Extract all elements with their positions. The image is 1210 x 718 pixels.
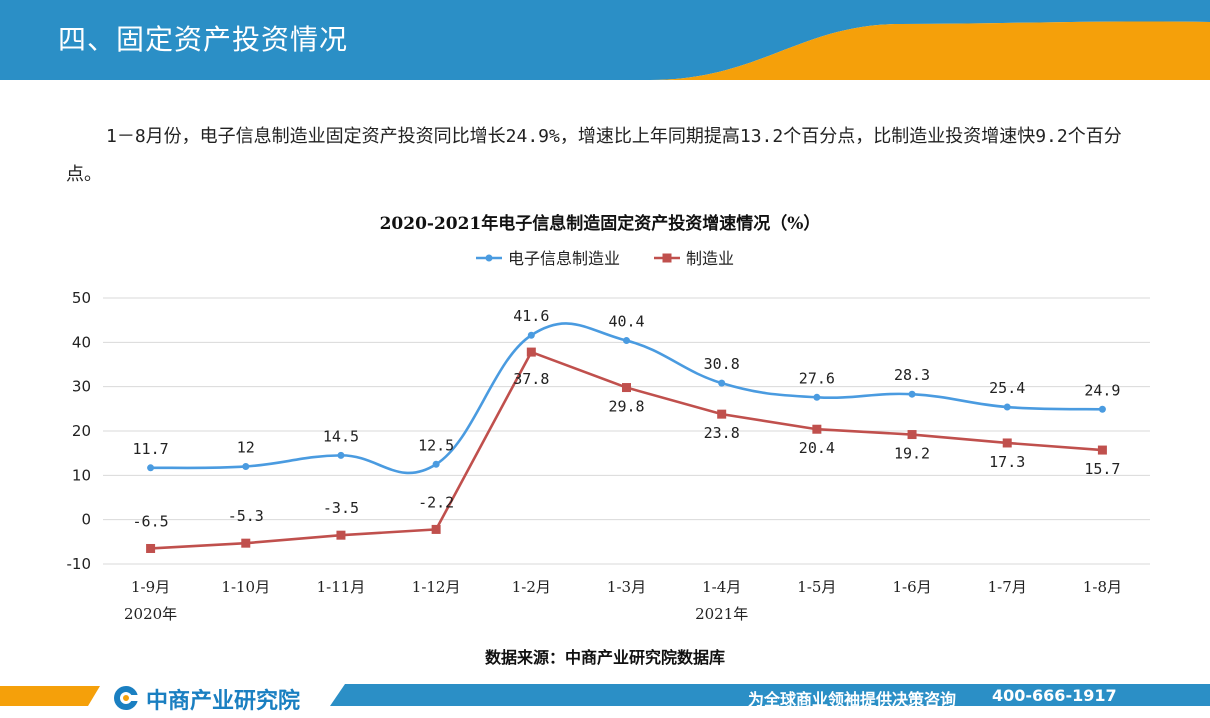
chart-series — [146, 322, 1107, 553]
x-axis: 1-9月 1-10月 1-11月 1-12月 1-2月 1-3月 1-4月 1-5月 1-6月 1… — [124, 578, 1122, 623]
footer-phone: 400-666-1917 — [992, 686, 1117, 705]
footer-bar — [0, 680, 1210, 718]
x-tick-label: 1-5月 — [797, 578, 836, 596]
data-point — [147, 464, 155, 472]
logo-text: 中商产业研究院 — [146, 689, 301, 714]
data-point — [431, 524, 441, 534]
data-label: 19.2 — [894, 445, 930, 463]
line-chart: 2020-2021年电子信息制造固定资产投资增速情况（%） 电子信息制造业 制造业… — [67, 213, 1150, 623]
x-tick-label: 1-3月 — [607, 578, 646, 596]
series-line-0 — [150, 322, 1103, 475]
data-point — [908, 390, 916, 398]
x-tick-label: 1-6月 — [892, 578, 931, 596]
data-point — [1098, 405, 1106, 413]
data-label: 23.8 — [704, 424, 740, 442]
data-label: 37.8 — [513, 370, 549, 388]
data-label: 25.4 — [989, 379, 1025, 397]
x-tick-label: 1-11月 — [317, 578, 366, 596]
data-point — [907, 430, 917, 440]
data-point — [242, 462, 250, 470]
data-point — [717, 409, 727, 419]
data-point — [146, 543, 156, 553]
data-label: 24.9 — [1084, 381, 1120, 399]
data-point — [622, 383, 631, 393]
data-label: 17.3 — [989, 453, 1025, 471]
data-point — [1097, 445, 1107, 455]
data-label: 30.8 — [704, 355, 740, 373]
footer-background — [0, 684, 1210, 706]
data-label: 40.4 — [608, 313, 644, 331]
y-tick-label: 20 — [72, 422, 91, 440]
series-line-1 — [150, 350, 1103, 550]
data-label: -2.2 — [418, 493, 454, 511]
legend-marker — [485, 254, 493, 262]
data-point — [1002, 438, 1012, 448]
data-label: 12.5 — [418, 436, 454, 454]
data-point — [623, 337, 630, 345]
chart-title: 2020-2021年电子信息制造固定资产投资增速情况（%） — [380, 213, 821, 234]
x-tick-label: 1-4月 — [702, 578, 741, 596]
logo-icon — [114, 686, 140, 710]
summary-paragraph: 1－8月份，电子信息制造业固定资产投资同比增长24.9%，增速比上年同期提高13… — [66, 126, 1122, 185]
x-tick-label: 1-8月 — [1083, 578, 1122, 596]
x-tick-label: 1-9月 — [131, 578, 170, 596]
data-point — [812, 424, 822, 434]
y-tick-label: -10 — [67, 555, 92, 573]
data-label: -3.5 — [323, 499, 359, 517]
y-tick-label: 30 — [72, 378, 91, 396]
data-label: 11.7 — [133, 440, 169, 458]
y-axis: 50 40 30 20 10 0 -10 — [67, 289, 92, 573]
data-point — [336, 530, 346, 540]
data-point — [527, 331, 535, 339]
x-tick-label: 1-10月 — [221, 578, 270, 596]
data-label: 12 — [237, 438, 255, 456]
data-label: 29.8 — [608, 398, 644, 416]
data-label: -5.3 — [228, 507, 264, 525]
y-tick-label: 0 — [81, 511, 91, 529]
data-point — [432, 460, 440, 468]
data-label: 14.5 — [323, 427, 359, 445]
x-tick-label: 1-2月 — [512, 578, 551, 596]
x-tick-label: 1-12月 — [412, 578, 461, 596]
data-point — [337, 451, 345, 459]
data-label: 20.4 — [799, 439, 835, 457]
data-point — [526, 347, 536, 357]
data-point — [241, 538, 251, 548]
x-tick-label: 1-7月 — [988, 578, 1027, 596]
chart-legend: 电子信息制造业 制造业 — [476, 249, 734, 268]
header-banner: 四、固定资产投资情况 — [0, 0, 1210, 80]
data-source: 数据来源：中商产业研究院数据库 — [484, 648, 725, 667]
legend-label: 制造业 — [686, 249, 734, 268]
data-point — [1003, 403, 1011, 411]
data-point — [718, 379, 726, 387]
data-label: -6.5 — [133, 512, 169, 530]
data-label: 15.7 — [1084, 460, 1120, 478]
footer-slogan: 为全球商业领袖提供决策咨询 — [748, 690, 957, 709]
x-group-label: 2020年 — [124, 605, 177, 623]
y-tick-label: 50 — [72, 289, 91, 307]
data-label: 27.6 — [799, 369, 835, 387]
page-title: 四、固定资产投资情况 — [58, 23, 349, 56]
y-tick-label: 40 — [72, 333, 91, 351]
y-tick-label: 10 — [72, 466, 91, 484]
legend-marker — [662, 253, 672, 263]
data-point — [813, 393, 821, 401]
data-label: 28.3 — [894, 366, 930, 384]
data-label: 41.6 — [513, 307, 549, 325]
x-group-label: 2021年 — [695, 605, 748, 623]
legend-label: 电子信息制造业 — [508, 249, 620, 268]
header-background — [0, 0, 1210, 80]
data-labels: 11.7 12 14.5 12.5 41.6 40.4 30.8 27.6 28.3 25.4 24… — [133, 307, 1121, 530]
